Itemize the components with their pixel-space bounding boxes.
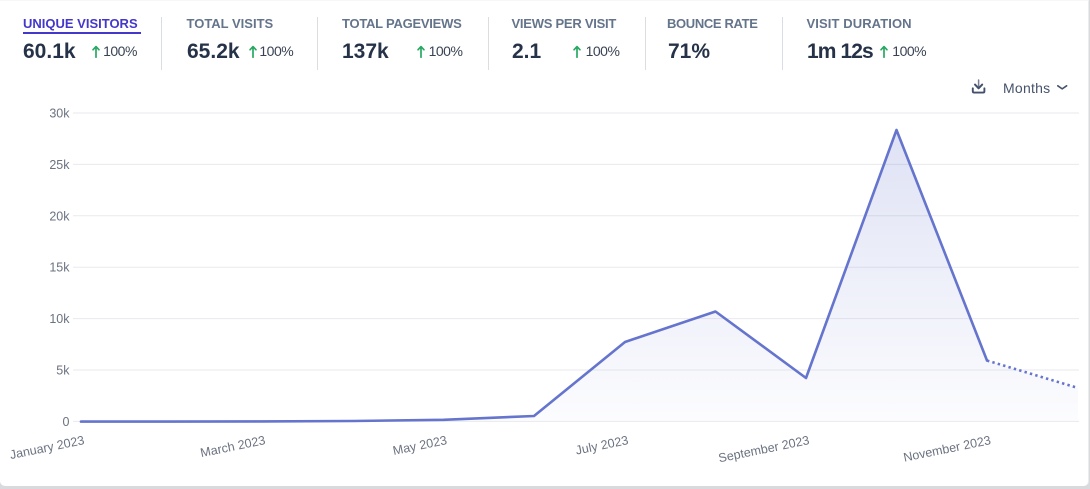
svg-text:30k: 30k — [49, 107, 70, 121]
svg-text:5k: 5k — [56, 364, 70, 378]
svg-text:November 2023: November 2023 — [902, 433, 992, 464]
svg-text:July 2023: July 2023 — [574, 433, 629, 457]
svg-text:January 2023: January 2023 — [9, 433, 86, 462]
svg-text:May 2023: May 2023 — [392, 433, 449, 458]
svg-text:March 2023: March 2023 — [199, 433, 267, 460]
svg-text:20k: 20k — [49, 209, 70, 223]
svg-text:25k: 25k — [49, 158, 70, 172]
svg-text:10k: 10k — [49, 312, 70, 326]
svg-text:September 2023: September 2023 — [717, 433, 810, 465]
svg-text:15k: 15k — [49, 261, 70, 275]
svg-text:0: 0 — [63, 415, 70, 429]
